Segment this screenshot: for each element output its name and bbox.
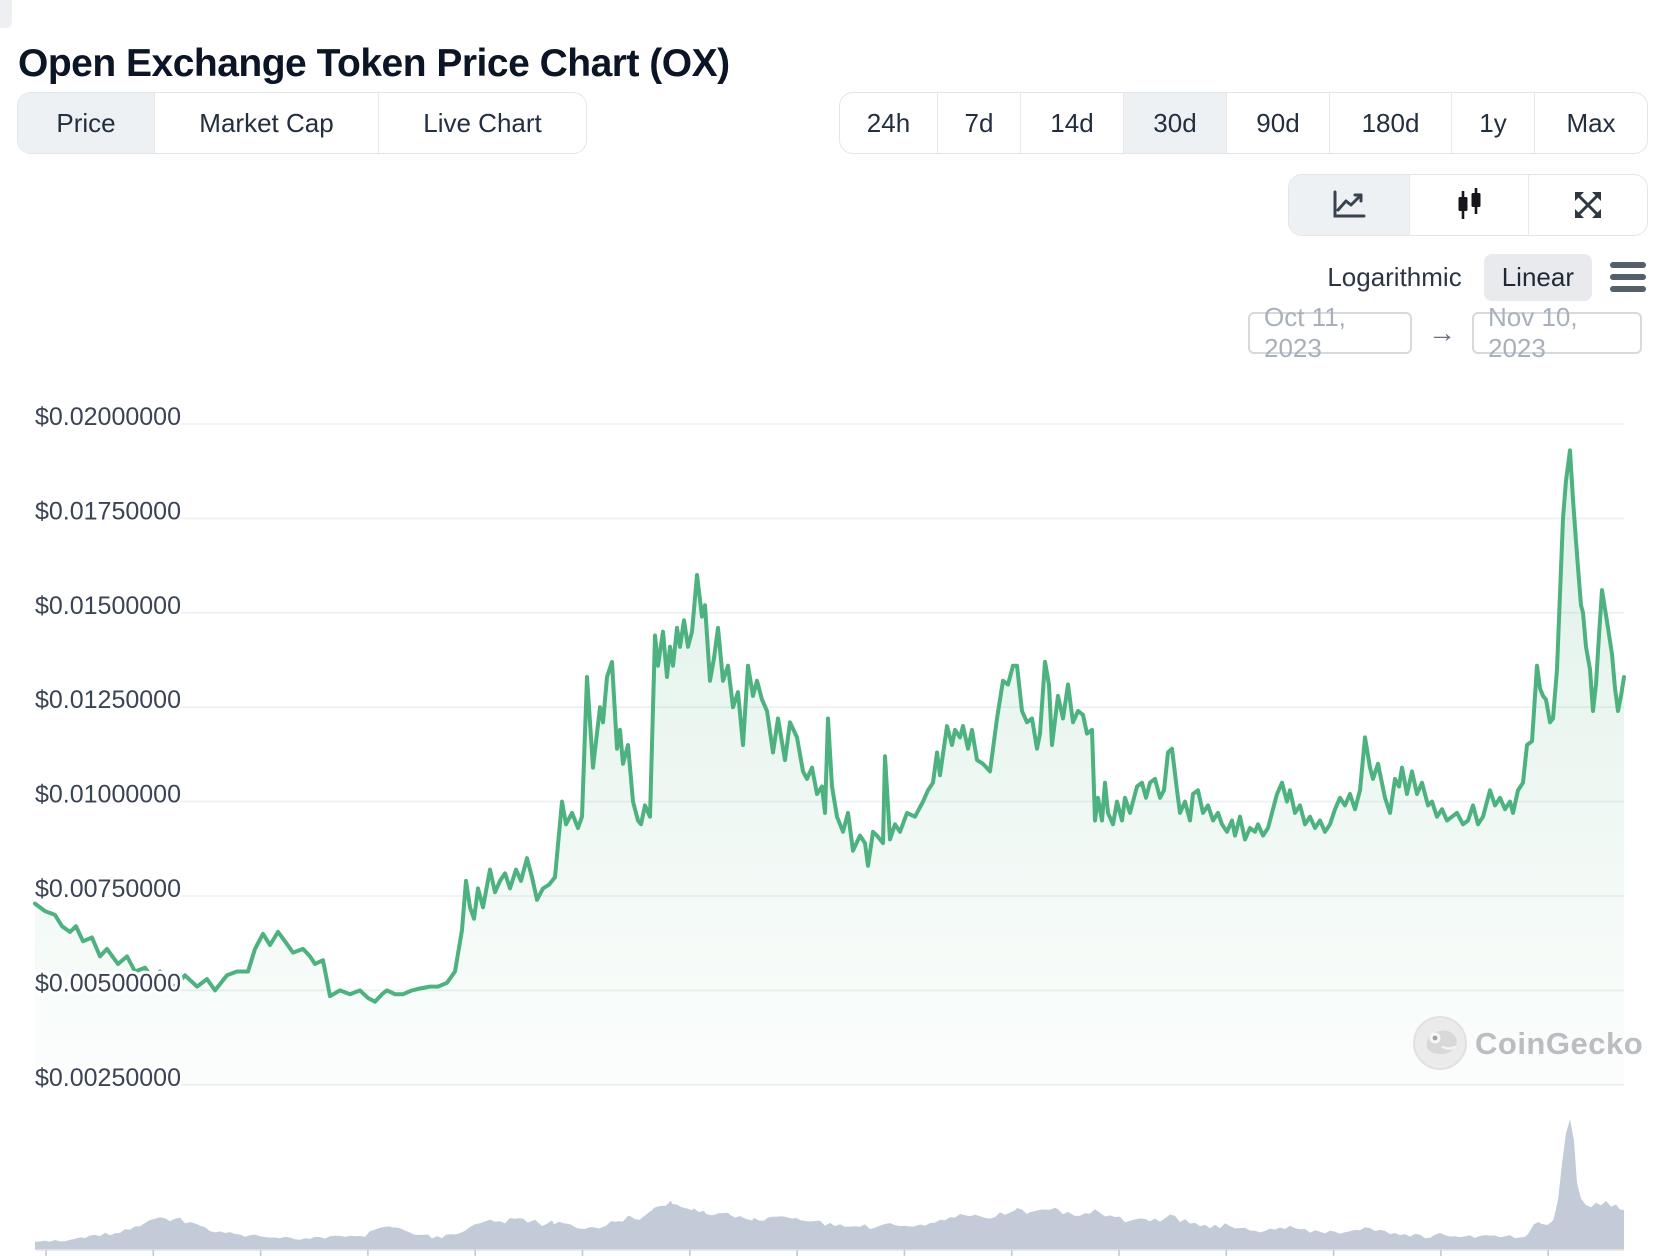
range-24h[interactable]: 24h: [866, 107, 911, 138]
hamburger-menu-icon[interactable]: [1610, 258, 1646, 296]
y-axis-label: $0.00500000: [35, 969, 181, 997]
volume-area[interactable]: [35, 1119, 1624, 1250]
coingecko-watermark: CoinGecko: [1413, 1016, 1643, 1070]
tab-live-chart[interactable]: Live Chart: [378, 93, 586, 153]
y-axis-label: $0.01500000: [35, 592, 181, 620]
tab-market-cap[interactable]: Market Cap: [154, 93, 378, 153]
end-date-input[interactable]: Nov 10, 2023: [1472, 302, 1642, 363]
date-range-row: Oct 11, 2023 → Nov 10, 2023: [1248, 302, 1642, 363]
chart-area[interactable]: $0.02000000 $0.01750000 $0.01500000 $0.0125…: [0, 360, 1666, 1256]
tab-price[interactable]: Price: [18, 93, 154, 153]
scale-toggle-row: Logarithmic Linear: [1327, 252, 1646, 302]
y-axis-label: $0.01250000: [35, 686, 181, 714]
candlestick-button[interactable]: [1409, 175, 1528, 235]
line-chart-icon: [1333, 190, 1366, 218]
y-axis-label: $0.00250000: [35, 1064, 181, 1092]
range-90d[interactable]: 90d: [1226, 93, 1329, 153]
range-tab-group: 24h 7d 14d 30d 90d 180d 1y Max: [839, 92, 1648, 154]
scale-linear[interactable]: Linear: [1483, 253, 1592, 301]
page-title: Open Exchange Token Price Chart (OX): [18, 42, 730, 86]
range-1y[interactable]: 1y: [1451, 93, 1534, 153]
price-line[interactable]: [33, 448, 1626, 1004]
view-tab-group: Price Market Cap Live Chart: [17, 92, 587, 154]
range-180d[interactable]: 180d: [1329, 93, 1451, 153]
scale-logarithmic[interactable]: Logarithmic: [1327, 261, 1462, 292]
range-30d[interactable]: 30d: [1123, 93, 1226, 153]
y-axis-label: $0.02000000: [35, 403, 181, 431]
watermark-text: CoinGecko: [1475, 1026, 1643, 1061]
corner-chip: [0, 0, 12, 28]
fullscreen-button[interactable]: [1528, 175, 1647, 235]
range-max[interactable]: Max: [1534, 93, 1647, 153]
range-14d[interactable]: 14d: [1020, 93, 1123, 153]
y-axis-label: $0.01750000: [35, 497, 181, 525]
chart-type-toolbar: [1288, 174, 1648, 236]
arrow-right-icon: →: [1428, 317, 1456, 348]
price-volume-chart[interactable]: $0.02000000 $0.01750000 $0.01500000 $0.0125…: [0, 360, 1666, 1256]
candlestick-icon: [1458, 188, 1481, 219]
start-date-input[interactable]: Oct 11, 2023: [1248, 302, 1412, 363]
range-7d[interactable]: 7d: [937, 93, 1020, 153]
y-axis-label: $0.01000000: [35, 781, 181, 809]
line-chart-button[interactable]: [1289, 175, 1409, 235]
y-axis-label: $0.00750000: [35, 875, 181, 903]
fullscreen-icon: [1575, 192, 1601, 218]
